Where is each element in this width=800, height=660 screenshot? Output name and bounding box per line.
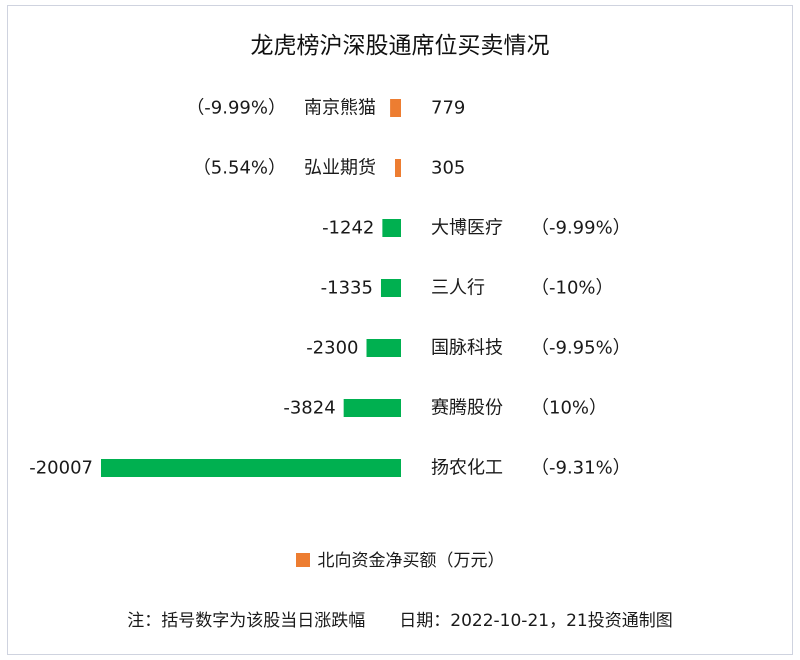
bar-0 xyxy=(390,99,401,117)
footer: 注：括号数字为该股当日涨跌幅 日期：2022-10-21，21投资通制图 xyxy=(0,606,800,631)
bar-2 xyxy=(382,219,401,237)
legend-swatch xyxy=(295,553,310,567)
category-label-0: 南京熊猫 xyxy=(304,98,376,119)
pct-label-5: （10%） xyxy=(531,398,607,419)
chart-title: 龙虎榜沪深股通席位买卖情况 xyxy=(250,33,550,59)
pct-label-1: （5.54%） xyxy=(193,158,286,179)
pct-label-0: （-9.99%） xyxy=(186,98,286,119)
category-label-4: 国脉科技 xyxy=(431,338,503,359)
category-label-2: 大博医疗 xyxy=(431,218,503,239)
pct-label-6: （-9.31%） xyxy=(531,458,631,479)
bar-4 xyxy=(366,339,401,357)
legend-label: 北向资金净买额（万元） xyxy=(317,551,505,571)
value-label-3: -1335 xyxy=(321,278,373,299)
value-label-4: -2300 xyxy=(306,338,358,359)
value-label-1: 305 xyxy=(431,158,465,179)
value-label-2: -1242 xyxy=(322,218,374,239)
legend: 北向资金净买额（万元） xyxy=(0,546,800,571)
value-label-5: -3824 xyxy=(283,398,335,419)
footer-date: 日期：2022-10-21，21投资通制图 xyxy=(399,611,673,631)
pct-label-2: （-9.99%） xyxy=(531,218,631,239)
pct-label-3: （-10%） xyxy=(531,278,614,299)
category-label-1: 弘业期货 xyxy=(304,158,376,179)
value-label-0: 779 xyxy=(431,98,465,119)
category-label-3: 三人行 xyxy=(431,278,485,299)
footer-note: 注：括号数字为该股当日涨跌幅 xyxy=(127,611,366,631)
bar-5 xyxy=(343,399,401,417)
pct-label-4: （-9.95%） xyxy=(531,338,631,359)
bar-1 xyxy=(395,159,401,177)
category-label-6: 扬农化工 xyxy=(431,458,503,479)
bar-6 xyxy=(101,459,401,477)
bar-3 xyxy=(380,279,401,297)
category-label-5: 赛腾股份 xyxy=(431,398,503,419)
value-label-6: -20007 xyxy=(29,458,93,479)
